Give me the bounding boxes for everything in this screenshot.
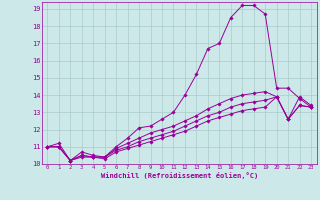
X-axis label: Windchill (Refroidissement éolien,°C): Windchill (Refroidissement éolien,°C) bbox=[100, 172, 258, 179]
